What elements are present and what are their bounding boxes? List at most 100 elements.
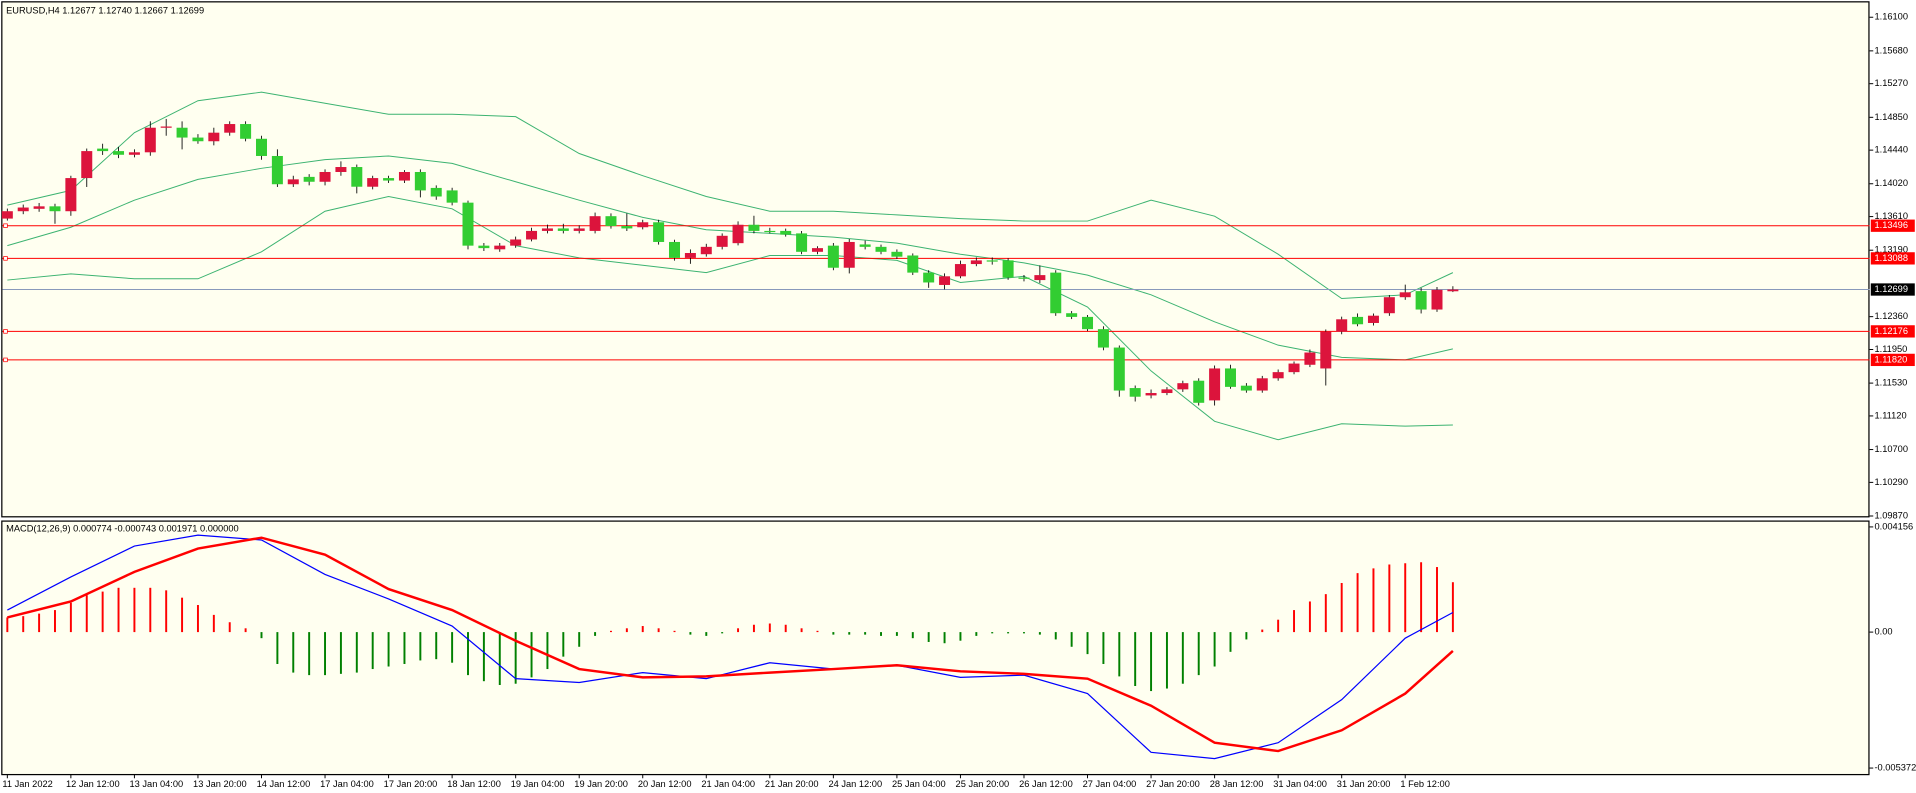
level-label: 1.13088: [1874, 253, 1908, 263]
x-tick-label: 27 Jan 20:00: [1146, 779, 1200, 789]
x-tick-label: 27 Jan 04:00: [1083, 779, 1137, 789]
candle-body: [351, 167, 363, 187]
y-tick-label: 1.10700: [1874, 444, 1908, 454]
candle-body: [1034, 275, 1046, 281]
candle-body: [430, 187, 442, 197]
y-tick-label: 1.14440: [1874, 145, 1908, 155]
candle-body: [144, 127, 156, 153]
level-label-box: [1870, 219, 1915, 232]
candle-body: [637, 222, 649, 228]
candle-body: [319, 171, 331, 182]
candle-body: [1272, 372, 1284, 379]
x-tick-label: 18 Jan 12:00: [447, 779, 501, 789]
x-tick-label: 13 Jan 04:00: [130, 779, 184, 789]
y-tick-label: 1.12360: [1874, 311, 1908, 321]
candle-body: [843, 241, 855, 268]
candle-body: [1431, 289, 1443, 310]
candle-body: [192, 137, 204, 142]
candle-body: [875, 246, 887, 252]
candle-body: [1304, 352, 1316, 365]
x-tick-label: 1 Feb 12:00: [1400, 779, 1450, 789]
x-tick-label: 11 Jan 2022: [2, 779, 52, 789]
level-label: 1.12176: [1874, 326, 1908, 336]
bid-label-box: [1870, 283, 1915, 296]
candle-body: [573, 228, 585, 231]
candle-body: [653, 222, 665, 242]
candle-body: [224, 124, 236, 133]
x-tick-label: 25 Jan 20:00: [956, 779, 1010, 789]
level-label-box: [1870, 353, 1915, 367]
candle-body: [414, 171, 426, 191]
candle-body: [954, 264, 966, 277]
candle-body: [81, 151, 93, 179]
candle-body: [748, 224, 760, 231]
candle-body: [557, 228, 569, 231]
x-tick-label: 21 Jan 04:00: [701, 779, 755, 789]
level-handle: [3, 223, 8, 228]
candle-body: [271, 155, 283, 185]
candle-body: [605, 216, 617, 227]
candle-body: [1018, 277, 1030, 279]
candle-body: [1066, 313, 1078, 317]
y-tick-label: -0.005372: [1874, 762, 1916, 772]
x-tick-label: 28 Jan 12:00: [1210, 779, 1264, 789]
candle-body: [589, 216, 601, 231]
candle-body: [780, 230, 792, 235]
y-tick-label: 1.11950: [1874, 344, 1907, 354]
candle-body: [526, 230, 538, 240]
candle-body: [33, 206, 45, 209]
y-tick-label: 0.00: [1874, 627, 1892, 637]
candle-body: [97, 148, 109, 152]
candle-body: [1320, 331, 1332, 369]
x-tick-label: 25 Jan 04:00: [892, 779, 946, 789]
y-tick-label: 1.11120: [1874, 410, 1906, 420]
candle-body: [621, 226, 633, 229]
candle-body: [859, 244, 871, 247]
candle-body: [287, 179, 299, 185]
candle-body: [1161, 389, 1173, 394]
candle-body: [1129, 388, 1141, 397]
y-tick-label: 0.004156: [1874, 521, 1913, 531]
x-tick-label: 17 Jan 04:00: [320, 779, 374, 789]
price-panel: [1, 1, 1870, 518]
candle-body: [684, 253, 696, 258]
x-tick-label: 31 Jan 20:00: [1337, 779, 1391, 789]
x-tick-label: 13 Jan 20:00: [193, 779, 247, 789]
candle-body: [255, 138, 267, 156]
candle-body: [907, 255, 919, 273]
x-tick-label: 12 Jan 12:00: [66, 779, 120, 789]
level-handle: [3, 357, 8, 363]
candle-body: [113, 151, 125, 155]
chart-title: EURUSD,H4 1.12677 1.12740 1.12667 1.1269…: [6, 5, 204, 15]
candle-body: [891, 251, 903, 257]
y-tick-label: 1.15680: [1874, 45, 1908, 55]
level-handle: [3, 329, 8, 334]
macd-panel: [1, 520, 1870, 776]
x-tick-label: 26 Jan 12:00: [1019, 779, 1073, 789]
level-label: 1.11820: [1874, 354, 1907, 364]
candle-body: [1082, 316, 1094, 330]
y-tick-label: 1.13610: [1874, 211, 1908, 221]
candle-body: [970, 260, 982, 265]
bollinger-band: [7, 91, 1454, 299]
y-tick-label: 1.15270: [1874, 78, 1908, 88]
macd-title: MACD(12,26,9) 0.000774 -0.000743 0.00197…: [6, 524, 239, 534]
candle-body: [1447, 289, 1459, 292]
candle-body: [700, 246, 712, 255]
y-tick-label: 1.10290: [1874, 477, 1908, 487]
candle-body: [176, 127, 188, 138]
candle-body: [1145, 393, 1157, 396]
candle-body: [1177, 383, 1189, 390]
bid-label: 1.12699: [1874, 284, 1908, 294]
candle-body: [462, 202, 474, 246]
candle-body: [811, 248, 823, 252]
candle-body: [1, 211, 13, 219]
y-tick-label: 1.14850: [1874, 112, 1908, 122]
candle-body: [1193, 380, 1205, 403]
candle-body: [383, 178, 395, 181]
candle-body: [1097, 329, 1109, 348]
candle-body: [1002, 260, 1014, 278]
candle-body: [1224, 368, 1236, 387]
